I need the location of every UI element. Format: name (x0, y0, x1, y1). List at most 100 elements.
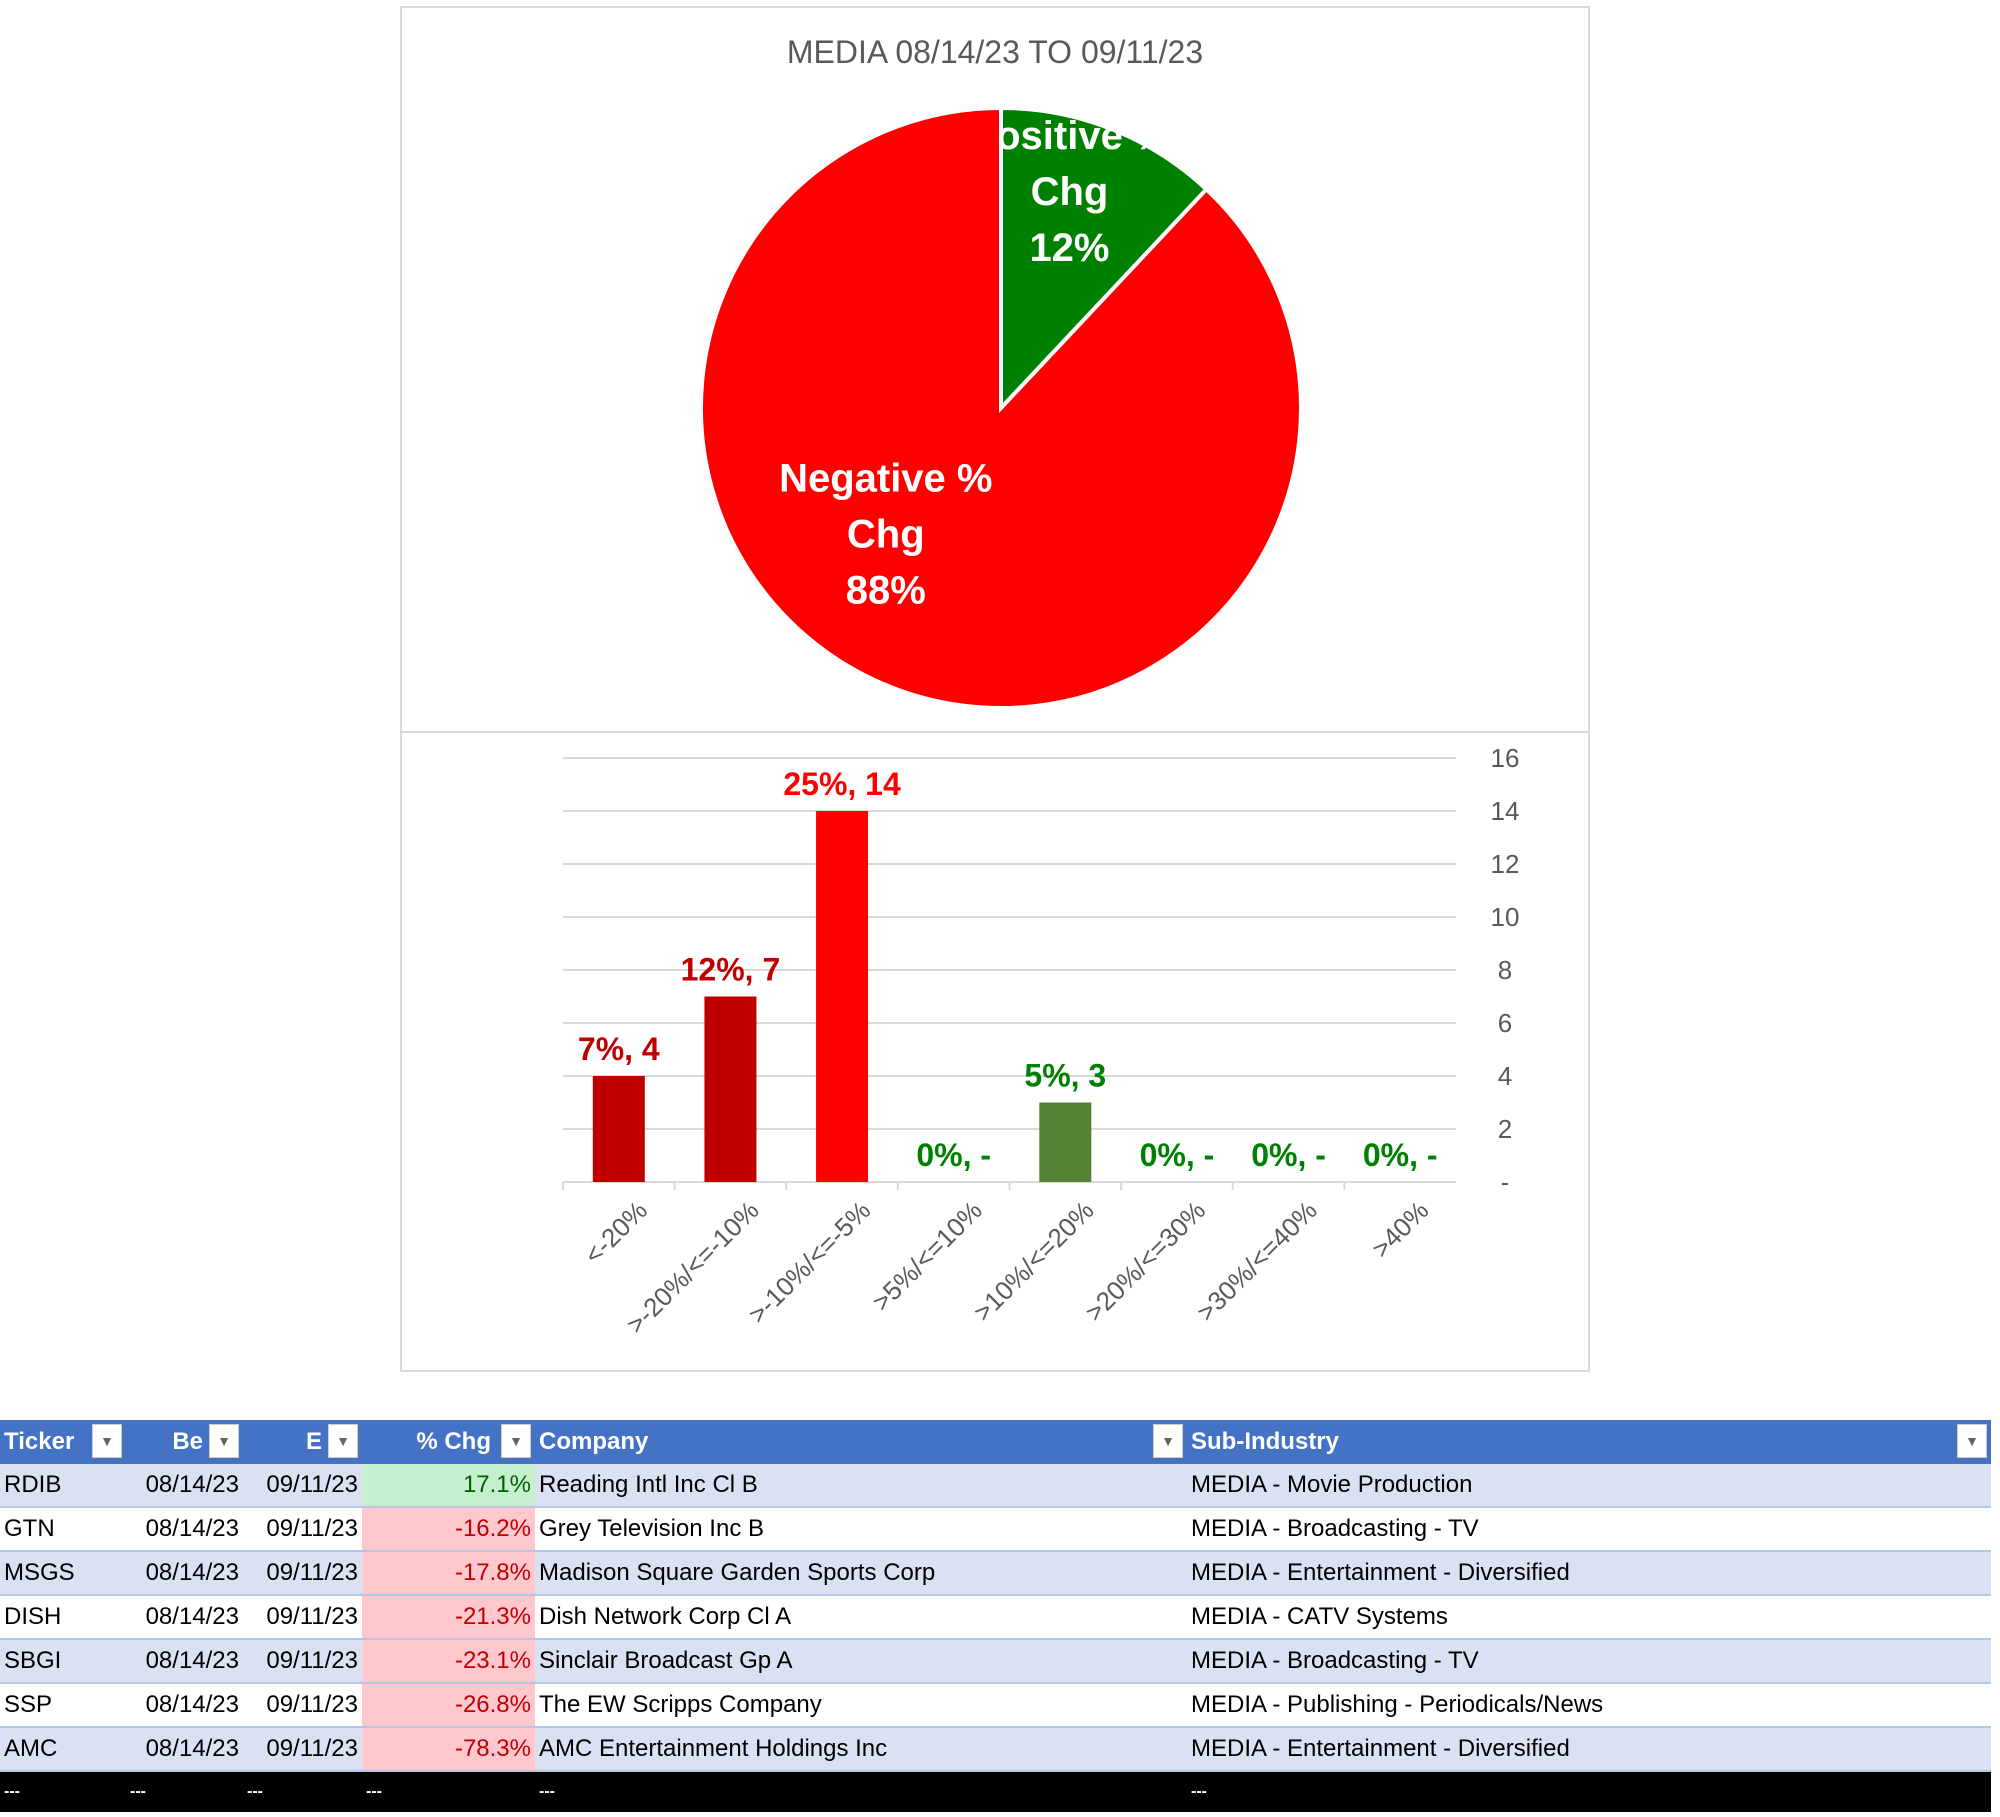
cell-company[interactable]: Sinclair Broadcast Gp A (539, 1647, 793, 1674)
cell-company[interactable]: The EW Scripps Company (539, 1691, 822, 1718)
bar-data-label: 0%, - (1140, 1137, 1215, 1173)
filter-dropdown-icon[interactable]: ▼ (328, 1424, 358, 1458)
cell-sub-industry[interactable]: MEDIA - Publishing - Periodicals/News (1191, 1691, 1604, 1718)
header-label: Sub-Industry (1191, 1428, 1339, 1455)
bar (1039, 1102, 1092, 1182)
chart-frame (400, 6, 1590, 1372)
cell-end-date[interactable]: 09/11/23 (266, 1515, 358, 1542)
charts-canvas: Positive % Chg 12% Negative % Chg 88% - 2 4 6 8 10 1… (562, 105, 1520, 1340)
table-row[interactable]: SSP 08/14/23 09/11/23 -26.8% The EW Scripps … (0, 1684, 1991, 1728)
cell-sub-industry[interactable]: MEDIA - Broadcasting - TV (1191, 1515, 1479, 1542)
header-label: % Chg (416, 1428, 491, 1455)
y-tick-label: 4 (1498, 1061, 1512, 1091)
footer-cell: --- (247, 1783, 263, 1800)
y-tick-label: 2 (1498, 1114, 1512, 1144)
pie-slice (999, 105, 1210, 414)
header-label: Ticker (4, 1428, 75, 1455)
cell-company[interactable]: Madison Square Garden Sports Corp (539, 1559, 936, 1586)
cell-begin-date[interactable]: 08/14/23 (145, 1603, 239, 1630)
y-tick-label: 12 (1491, 849, 1520, 879)
header-end[interactable]: E ▼ (243, 1420, 362, 1464)
filter-dropdown-icon[interactable]: ▼ (209, 1424, 239, 1458)
chart-divider (400, 731, 1590, 733)
cell-pct-chg[interactable]: -17.8% (362, 1552, 535, 1594)
cell-ticker[interactable]: MSGS (4, 1559, 75, 1586)
cell-sub-industry[interactable]: MEDIA - Entertainment - Diversified (1191, 1559, 1570, 1586)
y-tick-label: 10 (1491, 902, 1520, 932)
stocks-table: Ticker ▼ Be ▼ E ▼ % Chg ▼ Company ▼ Sub-Indus… (0, 1420, 1991, 1812)
table-row[interactable]: SBGI 08/14/23 09/11/23 -23.1% Sinclair Broad… (0, 1640, 1991, 1684)
cell-sub-industry[interactable]: MEDIA - CATV Systems (1191, 1603, 1448, 1630)
header-company[interactable]: Company ▼ (535, 1420, 1187, 1464)
cell-begin-date[interactable]: 08/14/23 (145, 1735, 239, 1762)
table-row[interactable]: GTN 08/14/23 09/11/23 -16.2% Grey Television… (0, 1508, 1991, 1552)
x-tick-label: >5%/<=10% (866, 1195, 988, 1317)
bar-data-label: 0%, - (1251, 1137, 1326, 1173)
filter-dropdown-icon[interactable]: ▼ (1153, 1424, 1183, 1458)
cell-ticker[interactable]: SSP (4, 1691, 53, 1718)
bar (704, 996, 757, 1182)
filter-dropdown-icon[interactable]: ▼ (501, 1424, 531, 1458)
cell-begin-date[interactable]: 08/14/23 (145, 1515, 239, 1542)
table-row[interactable]: RDIB 08/14/23 09/11/23 17.1% Reading Intl In… (0, 1464, 1991, 1508)
header-label: Be (172, 1428, 203, 1455)
footer-cell: --- (366, 1783, 382, 1800)
cell-company[interactable]: Dish Network Corp Cl A (539, 1603, 792, 1630)
cell-pct-chg[interactable]: -26.8% (362, 1684, 535, 1726)
cell-sub-industry[interactable]: MEDIA - Entertainment - Diversified (1191, 1735, 1570, 1762)
cell-ticker[interactable]: DISH (4, 1603, 62, 1630)
cell-begin-date[interactable]: 08/14/23 (145, 1471, 239, 1498)
header-pct-chg[interactable]: % Chg ▼ (362, 1420, 535, 1464)
footer-cell: --- (130, 1783, 146, 1800)
chart-title: MEDIA 08/14/23 TO 09/11/23 (786, 34, 1204, 70)
cell-ticker[interactable]: SBGI (4, 1647, 62, 1674)
cell-pct-chg[interactable]: -16.2% (362, 1508, 535, 1550)
cell-company[interactable]: AMC Entertainment Holdings Inc (539, 1735, 888, 1762)
table-row[interactable]: AMC 08/14/23 09/11/23 -78.3% AMC Entertainme… (0, 1728, 1991, 1772)
cell-sub-industry[interactable]: MEDIA - Movie Production (1191, 1471, 1473, 1498)
cell-ticker[interactable]: RDIB (4, 1471, 62, 1498)
cell-end-date[interactable]: 09/11/23 (266, 1471, 358, 1498)
bar-data-label: 25%, 14 (783, 766, 901, 802)
cell-end-date[interactable]: 09/11/23 (266, 1647, 358, 1674)
cell-pct-chg[interactable]: -21.3% (362, 1596, 535, 1638)
table-row[interactable]: MSGS 08/14/23 09/11/23 -17.8% Madison Square… (0, 1552, 1991, 1596)
cell-end-date[interactable]: 09/11/23 (266, 1603, 358, 1630)
header-label: Company (539, 1428, 649, 1455)
cell-ticker[interactable]: AMC (4, 1735, 58, 1762)
cell-pct-chg[interactable]: -23.1% (362, 1640, 535, 1682)
y-tick-label: - (1501, 1167, 1510, 1197)
table-row[interactable]: DISH 08/14/23 09/11/23 -21.3% Dish Network C… (0, 1596, 1991, 1640)
header-begin[interactable]: Be ▼ (126, 1420, 243, 1464)
bar (816, 811, 869, 1182)
footer-cell: --- (539, 1783, 555, 1800)
table-footer-row: --- --- --- --- --- --- (0, 1772, 1991, 1812)
y-tick-label: 6 (1498, 1008, 1512, 1038)
cell-sub-industry[interactable]: MEDIA - Broadcasting - TV (1191, 1647, 1479, 1674)
cell-end-date[interactable]: 09/11/23 (266, 1735, 358, 1762)
pie-slice (699, 105, 1303, 710)
filter-dropdown-icon[interactable]: ▼ (92, 1424, 122, 1458)
pie-data-label: Positive % Chg 12% (969, 114, 1169, 270)
cell-company[interactable]: Reading Intl Inc Cl B (539, 1471, 758, 1498)
cell-pct-chg[interactable]: 17.1% (362, 1464, 535, 1506)
table-header: Ticker ▼ Be ▼ E ▼ % Chg ▼ Company ▼ Sub-Indus… (0, 1420, 1991, 1464)
x-tick-label: >30%/<=40% (1191, 1195, 1323, 1327)
cell-ticker[interactable]: GTN (4, 1515, 55, 1542)
cell-company[interactable]: Grey Television Inc B (539, 1515, 764, 1542)
bar-data-label: 0%, - (1363, 1137, 1438, 1173)
header-ticker[interactable]: Ticker ▼ (0, 1420, 126, 1464)
pie-data-label: Negative % Chg 88% (779, 456, 992, 612)
header-label: E (305, 1428, 322, 1455)
filter-dropdown-icon[interactable]: ▼ (1957, 1424, 1987, 1458)
bar-data-label: 0%, - (916, 1137, 991, 1173)
header-sub-industry[interactable]: Sub-Industry ▼ (1187, 1420, 1991, 1464)
cell-begin-date[interactable]: 08/14/23 (145, 1647, 239, 1674)
cell-pct-chg[interactable]: -78.3% (362, 1728, 535, 1770)
cell-begin-date[interactable]: 08/14/23 (145, 1691, 239, 1718)
y-tick-label: 8 (1498, 955, 1512, 985)
cell-begin-date[interactable]: 08/14/23 (145, 1559, 239, 1586)
cell-end-date[interactable]: 09/11/23 (266, 1691, 358, 1718)
footer-cell: --- (1191, 1783, 1207, 1800)
cell-end-date[interactable]: 09/11/23 (266, 1559, 358, 1586)
